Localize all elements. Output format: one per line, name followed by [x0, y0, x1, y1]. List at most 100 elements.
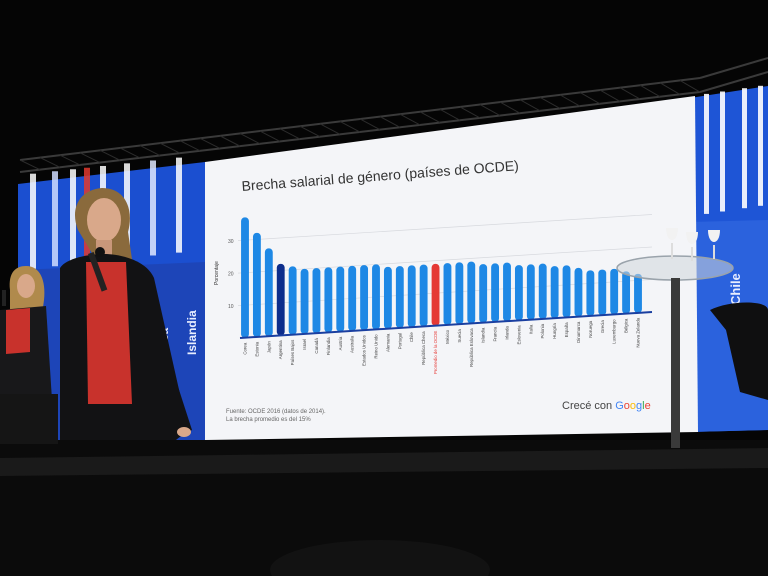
y-tick-label: 30	[228, 239, 234, 245]
google-letter: o	[624, 400, 630, 412]
right-screen-stripes	[704, 85, 763, 214]
background-performer	[0, 266, 52, 404]
truss-strut	[679, 79, 701, 93]
stage-chair	[710, 302, 768, 400]
bar	[514, 265, 523, 321]
x-tick-label: Luxemburgo	[612, 319, 617, 344]
truss-strut	[239, 133, 261, 145]
bar	[252, 232, 261, 337]
left-screen-label-islandia: Islandia	[185, 310, 199, 355]
google-letter: e	[645, 400, 651, 412]
truss-strut	[159, 142, 181, 154]
gridline	[237, 214, 653, 241]
truss-strut	[379, 116, 401, 128]
truss-strut	[79, 152, 101, 164]
source-line-1: Fuente: OCDE 2016 (datos de 2014).	[226, 409, 326, 415]
bar	[264, 248, 273, 337]
gender-pay-gap-chart: Corea Estonia Japón Argentina Países Bajos Is…	[228, 214, 653, 374]
chart-y-tick-labels: 10 20 30	[228, 239, 234, 310]
truss-strut	[59, 154, 81, 166]
truss-strut	[179, 140, 201, 152]
bar	[467, 261, 476, 324]
x-tick-label: Estonia	[254, 341, 259, 356]
bar	[372, 264, 380, 330]
bar	[479, 264, 488, 323]
x-tick-label: Alemania	[385, 333, 390, 352]
truss-strut	[519, 99, 541, 112]
truss-strut	[579, 92, 601, 105]
google-wordmark: Google	[615, 400, 651, 412]
bar	[288, 266, 297, 335]
truss-strut	[559, 94, 581, 107]
bar	[538, 263, 547, 319]
bar	[336, 266, 345, 332]
bar	[503, 262, 511, 322]
truss-strut	[499, 101, 521, 114]
x-tick-label: Israel	[302, 339, 307, 350]
screen-stripe	[52, 171, 58, 267]
stage-edge	[0, 448, 768, 476]
screen-stripe	[704, 93, 709, 214]
bar	[491, 263, 500, 322]
truss-strut	[419, 111, 441, 124]
truss-strut	[19, 159, 41, 171]
x-tick-label: Suecia	[457, 329, 462, 343]
brand-logo: Crecé con Google	[562, 400, 651, 412]
x-tick-label: Estados Unidos	[362, 334, 367, 366]
bar	[634, 273, 642, 313]
google-letter: G	[615, 400, 624, 412]
brand-prefix: Crecé con	[562, 400, 615, 412]
presentation-slide	[205, 96, 698, 440]
bar	[574, 267, 583, 317]
truss-strut	[119, 147, 141, 159]
bar	[300, 268, 309, 334]
screen-stripe	[720, 91, 725, 212]
x-tick-label: Francia	[493, 326, 498, 341]
bar	[312, 268, 321, 334]
truss-strut	[299, 125, 321, 138]
y-axis-label: Porcentaje	[214, 261, 220, 285]
stage-monitor	[0, 394, 58, 444]
google-letter: o	[630, 400, 636, 412]
truss-strut	[619, 87, 641, 100]
bar	[562, 265, 571, 318]
chart-bars	[241, 217, 642, 338]
bar	[526, 264, 535, 320]
gridline	[237, 246, 653, 274]
truss-strut	[279, 128, 301, 140]
x-tick-label: Portugal	[397, 333, 402, 349]
chart-x-tick-labels: Corea Estonia Japón Argentina Países Bajos Is…	[243, 317, 641, 374]
bar	[455, 262, 464, 325]
google-letter: l	[642, 400, 644, 412]
bar	[241, 217, 249, 338]
x-tick-label: Hungría	[552, 323, 557, 339]
truss-strut	[219, 135, 241, 147]
x-tick-label: Corea	[243, 342, 248, 355]
x-tick-label: República Eslovaca	[469, 328, 474, 367]
bar	[360, 265, 369, 331]
x-tick-label: Dinamarca	[576, 321, 581, 343]
x-tick-label: Japón	[266, 341, 271, 354]
bar	[348, 265, 357, 331]
bar	[395, 266, 404, 328]
x-tick-label: Promedio de la OCDE	[433, 331, 438, 375]
x-tick-label: Bélgica	[624, 318, 629, 333]
truss-strut	[639, 84, 661, 98]
x-tick-label: Irlanda	[505, 326, 510, 340]
x-tick-label: Nueva Zelanda	[636, 317, 641, 347]
truss-strut	[479, 104, 501, 116]
screen-stripe	[176, 157, 182, 253]
truss-strut	[659, 82, 681, 95]
bar	[383, 266, 392, 329]
right-screen-label-chile: Chile	[728, 273, 743, 305]
bar	[431, 263, 440, 326]
bar	[610, 268, 619, 315]
x-tick-label: Australia	[350, 335, 355, 353]
truss-strut	[199, 137, 221, 149]
x-tick-label: Países Bajos	[290, 339, 295, 365]
google-letter: g	[636, 400, 642, 412]
x-tick-label: Canadá	[314, 338, 319, 354]
truss-strut	[339, 120, 361, 133]
bar	[407, 265, 416, 328]
audience-silhouette	[270, 540, 490, 576]
